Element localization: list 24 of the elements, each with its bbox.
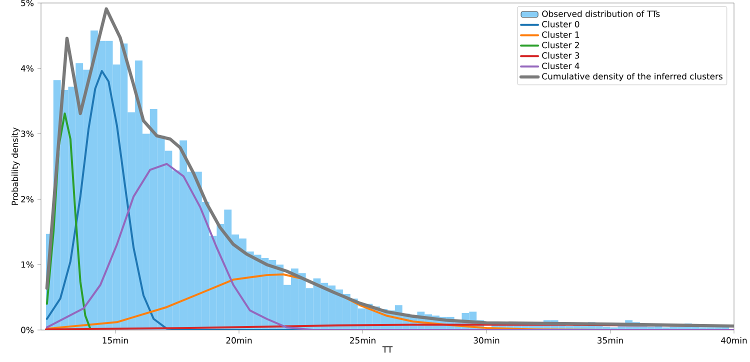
- y-tick-label: 1%: [21, 261, 34, 268]
- legend-label: Cumulative density of the inferred clusters: [542, 72, 722, 82]
- legend-label: Cluster 2: [542, 42, 579, 48]
- x-tick-label: 20min: [226, 337, 252, 344]
- x-tick-label: 25min: [350, 337, 376, 344]
- legend-label: Cluster 0: [542, 20, 580, 28]
- legend-label: Cluster 3: [542, 52, 580, 59]
- x-tick-label: 15min: [102, 337, 128, 344]
- legend-label: Observed distribution of TTs: [542, 10, 660, 18]
- y-tick-label: 2%: [21, 196, 34, 202]
- y-tick-label: 3%: [21, 130, 34, 138]
- line-series: [46, 112, 92, 330]
- line-series: [45, 7, 734, 328]
- legend-label: Cluster 4: [542, 62, 580, 70]
- y-tick-label: 0%: [21, 326, 34, 334]
- x-tick-label: 30min: [474, 337, 500, 344]
- y-axis-title: Probability density: [12, 127, 20, 205]
- y-tick-label: 5%: [21, 0, 34, 6]
- x-axis-title: TT: [382, 346, 393, 353]
- y-tick-label: 4%: [20, 65, 34, 72]
- x-tick-label: 35min: [598, 337, 623, 344]
- line-series: [46, 162, 734, 330]
- x-tick-label: 40min: [721, 337, 747, 344]
- legend-label: Cluster 1: [542, 31, 580, 38]
